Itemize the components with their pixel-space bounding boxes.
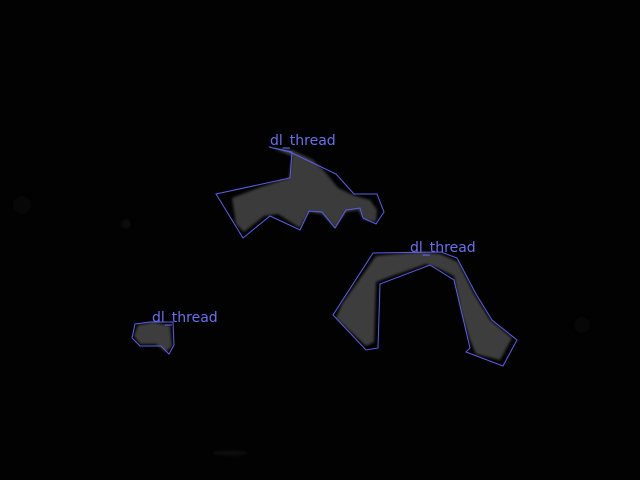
region-2-outline (332, 251, 518, 367)
region-2-label: dl_thread (410, 240, 476, 256)
background-noise (13, 196, 590, 456)
annotation-region-3[interactable]: dl_thread (131, 310, 218, 355)
annotation-region-1[interactable]: dl_thread (215, 133, 385, 239)
region-1-outline (215, 146, 385, 239)
region-3-label: dl_thread (152, 310, 218, 326)
region-1-fill (232, 148, 377, 232)
region-3-outline (131, 321, 175, 355)
region-2-fill (336, 252, 512, 360)
region-3-fill (134, 322, 172, 352)
region-1-label: dl_thread (270, 133, 336, 149)
annotation-region-2[interactable]: dl_thread (332, 240, 518, 367)
